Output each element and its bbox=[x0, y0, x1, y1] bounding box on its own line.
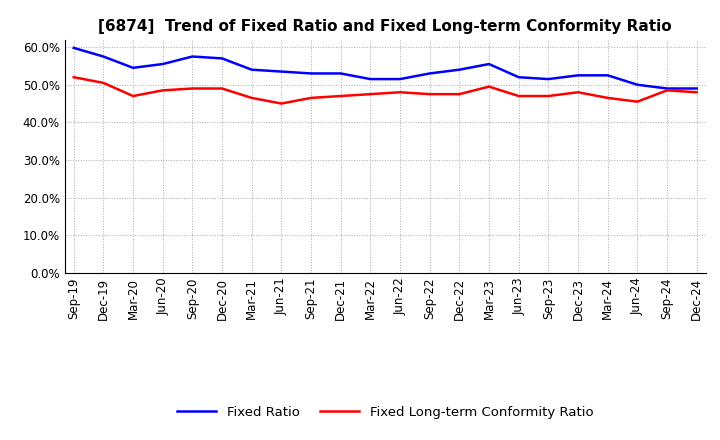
Fixed Ratio bbox=[248, 67, 256, 72]
Fixed Ratio bbox=[514, 74, 523, 80]
Fixed Long-term Conformity Ratio bbox=[514, 93, 523, 99]
Fixed Long-term Conformity Ratio bbox=[129, 93, 138, 99]
Fixed Long-term Conformity Ratio bbox=[485, 84, 493, 89]
Fixed Ratio bbox=[129, 65, 138, 70]
Fixed Long-term Conformity Ratio bbox=[188, 86, 197, 91]
Fixed Ratio bbox=[366, 77, 374, 82]
Fixed Long-term Conformity Ratio bbox=[248, 95, 256, 100]
Fixed Long-term Conformity Ratio bbox=[217, 86, 226, 91]
Fixed Long-term Conformity Ratio bbox=[99, 80, 108, 85]
Fixed Ratio bbox=[693, 86, 701, 91]
Fixed Ratio bbox=[307, 71, 315, 76]
Fixed Ratio bbox=[336, 71, 345, 76]
Fixed Long-term Conformity Ratio bbox=[544, 93, 553, 99]
Fixed Long-term Conformity Ratio bbox=[603, 95, 612, 100]
Title: [6874]  Trend of Fixed Ratio and Fixed Long-term Conformity Ratio: [6874] Trend of Fixed Ratio and Fixed Lo… bbox=[99, 19, 672, 34]
Fixed Ratio bbox=[662, 86, 671, 91]
Fixed Ratio bbox=[455, 67, 464, 72]
Fixed Long-term Conformity Ratio bbox=[574, 90, 582, 95]
Fixed Long-term Conformity Ratio bbox=[426, 92, 434, 97]
Fixed Long-term Conformity Ratio bbox=[158, 88, 167, 93]
Legend: Fixed Ratio, Fixed Long-term Conformity Ratio: Fixed Ratio, Fixed Long-term Conformity … bbox=[171, 401, 599, 424]
Fixed Ratio bbox=[544, 77, 553, 82]
Fixed Long-term Conformity Ratio bbox=[693, 90, 701, 95]
Fixed Ratio bbox=[158, 62, 167, 67]
Fixed Ratio bbox=[396, 77, 405, 82]
Fixed Ratio bbox=[603, 73, 612, 78]
Fixed Long-term Conformity Ratio bbox=[307, 95, 315, 100]
Fixed Long-term Conformity Ratio bbox=[633, 99, 642, 104]
Fixed Long-term Conformity Ratio bbox=[366, 92, 374, 97]
Fixed Long-term Conformity Ratio bbox=[662, 88, 671, 93]
Fixed Long-term Conformity Ratio bbox=[277, 101, 286, 106]
Fixed Ratio bbox=[69, 45, 78, 51]
Fixed Ratio bbox=[633, 82, 642, 88]
Fixed Ratio bbox=[277, 69, 286, 74]
Fixed Ratio bbox=[485, 62, 493, 67]
Fixed Ratio bbox=[574, 73, 582, 78]
Fixed Long-term Conformity Ratio bbox=[69, 74, 78, 80]
Fixed Ratio bbox=[217, 56, 226, 61]
Fixed Ratio bbox=[426, 71, 434, 76]
Fixed Long-term Conformity Ratio bbox=[336, 93, 345, 99]
Fixed Long-term Conformity Ratio bbox=[455, 92, 464, 97]
Fixed Long-term Conformity Ratio bbox=[396, 90, 405, 95]
Fixed Ratio bbox=[188, 54, 197, 59]
Line: Fixed Long-term Conformity Ratio: Fixed Long-term Conformity Ratio bbox=[73, 77, 697, 103]
Fixed Ratio bbox=[99, 54, 108, 59]
Line: Fixed Ratio: Fixed Ratio bbox=[73, 48, 697, 88]
